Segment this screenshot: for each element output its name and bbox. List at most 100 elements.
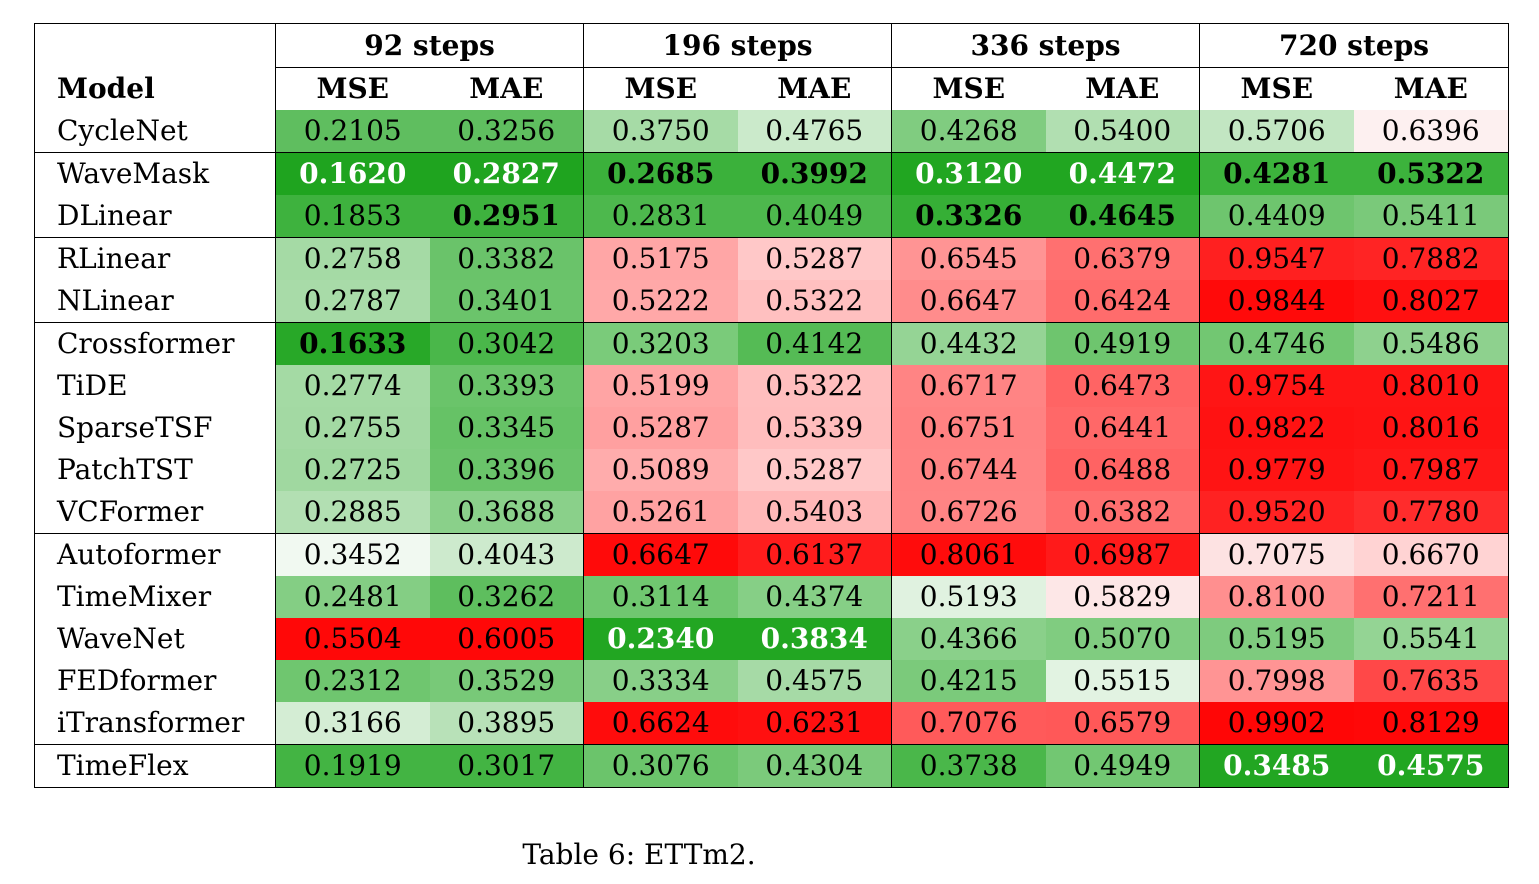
- mse-value-cell: 0.5195: [1199, 618, 1354, 660]
- mae-value-cell: 0.6579: [1045, 702, 1201, 745]
- group-header-92: 92 steps: [275, 23, 585, 68]
- mae-value-cell: 0.5287: [737, 237, 893, 280]
- group-header-196: 196 steps: [583, 23, 893, 68]
- mae-value-cell: 0.5322: [737, 280, 893, 323]
- mse-value-cell: 0.5222: [583, 280, 738, 323]
- mae-value-cell: 0.3688: [429, 491, 585, 534]
- model-name-cell: Crossformer: [34, 322, 276, 365]
- mse-value-cell: 0.9822: [1199, 407, 1354, 449]
- mae-value-cell: 0.4472: [1045, 152, 1201, 195]
- mae-value-cell: 0.3017: [429, 744, 585, 788]
- mse-value-cell: 0.2725: [275, 449, 430, 491]
- table-row: iTransformer 0.3166 0.3895 0.6624 0.6231 0.70…: [34, 702, 1510, 745]
- table-row: CycleNet 0.2105 0.3256 0.3750 0.4765 0.4268 0.…: [34, 110, 1510, 153]
- mse-value-cell: 0.9520: [1199, 491, 1354, 534]
- table-row: Crossformer 0.1633 0.3042 0.3203 0.4142 0.443…: [34, 322, 1510, 365]
- metric-header-mae: MAE: [737, 67, 893, 110]
- metric-header-mse: MSE: [932, 72, 1006, 105]
- mae-value-cell: 0.4949: [1045, 744, 1201, 788]
- mae-value-cell: 0.3393: [429, 365, 585, 407]
- mae-value-cell: 0.5411: [1353, 195, 1510, 238]
- table-row: TiDE 0.2774 0.3393 0.5199 0.5322 0.6717 0.6473…: [34, 365, 1510, 407]
- model-name-cell: VCFormer: [34, 491, 276, 534]
- mae-value-cell: 0.4049: [737, 195, 893, 238]
- mae-value-cell: 0.6424: [1045, 280, 1201, 323]
- table-row: TimeMixer 0.2481 0.3262 0.3114 0.4374 0.5193 0…: [34, 576, 1510, 618]
- group-header-row: 92 steps 196 steps 336 steps 720 steps: [34, 23, 1510, 68]
- mse-value-cell: 0.2758: [275, 237, 430, 280]
- table-row: WaveNet 0.5504 0.6005 0.2340 0.3834 0.4366 0.5…: [34, 618, 1510, 660]
- mse-value-cell: 0.6545: [891, 237, 1046, 280]
- mae-value-cell: 0.5070: [1045, 618, 1201, 660]
- mae-value-cell: 0.8016: [1353, 407, 1510, 449]
- mae-value-cell: 0.5403: [737, 491, 893, 534]
- mse-value-cell: 0.9902: [1199, 702, 1354, 745]
- table-row: VCFormer 0.2885 0.3688 0.5261 0.5403 0.6726 0.…: [34, 491, 1510, 534]
- mae-value-cell: 0.3529: [429, 660, 585, 702]
- mse-value-cell: 0.3738: [891, 744, 1046, 788]
- mse-value-cell: 0.3750: [583, 110, 738, 153]
- table-row: FEDformer 0.2312 0.3529 0.3334 0.4575 0.4215 0…: [34, 660, 1510, 702]
- model-name-cell: NLinear: [34, 280, 276, 323]
- mae-value-cell: 0.5541: [1353, 618, 1510, 660]
- group-header-720: 720 steps: [1199, 23, 1510, 68]
- model-name-cell: TimeFlex: [34, 744, 276, 788]
- mae-value-cell: 0.5486: [1353, 322, 1510, 365]
- mse-value-cell: 0.1620: [275, 152, 430, 195]
- mse-value-cell: 0.9779: [1199, 449, 1354, 491]
- mae-value-cell: 0.3042: [429, 322, 585, 365]
- metric-header-mae: MAE: [1353, 67, 1510, 110]
- mse-value-cell: 0.2787: [275, 280, 430, 323]
- mse-value-cell: 0.5199: [583, 365, 738, 407]
- model-name-cell: WaveNet: [34, 618, 276, 660]
- table-row: PatchTST 0.2725 0.3396 0.5089 0.5287 0.6744 0.…: [34, 449, 1510, 491]
- mae-value-cell: 0.5287: [737, 449, 893, 491]
- mae-value-cell: 0.3382: [429, 237, 585, 280]
- mae-value-cell: 0.3895: [429, 702, 585, 745]
- mse-value-cell: 0.8061: [891, 533, 1046, 576]
- mse-value-cell: 0.7076: [891, 702, 1046, 745]
- mae-value-cell: 0.2951: [429, 195, 585, 238]
- table-body: CycleNet 0.2105 0.3256 0.3750 0.4765 0.4268 0.…: [34, 110, 1510, 788]
- mae-value-cell: 0.5400: [1045, 110, 1201, 153]
- mae-value-cell: 0.6005: [429, 618, 585, 660]
- mse-value-cell: 0.5089: [583, 449, 738, 491]
- model-name-cell: FEDformer: [34, 660, 276, 702]
- mae-value-cell: 0.5322: [1353, 152, 1510, 195]
- mse-value-cell: 0.6647: [583, 533, 738, 576]
- mae-value-cell: 0.6396: [1353, 110, 1510, 153]
- model-name-cell: CycleNet: [34, 110, 276, 153]
- model-name-cell: SparseTSF: [34, 407, 276, 449]
- mse-value-cell: 0.5193: [891, 576, 1046, 618]
- mae-value-cell: 0.4575: [1353, 744, 1510, 788]
- mae-value-cell: 0.3401: [429, 280, 585, 323]
- mae-value-cell: 0.6441: [1045, 407, 1201, 449]
- mse-value-cell: 0.7998: [1199, 660, 1354, 702]
- mse-value-cell: 0.2755: [275, 407, 430, 449]
- mse-value-cell: 0.3485: [1199, 744, 1354, 788]
- results-table: 92 steps 196 steps 336 steps 720 steps M…: [34, 23, 1510, 788]
- mse-value-cell: 0.2885: [275, 491, 430, 534]
- mae-value-cell: 0.4374: [737, 576, 893, 618]
- mae-value-cell: 0.4919: [1045, 322, 1201, 365]
- mae-value-cell: 0.4142: [737, 322, 893, 365]
- mae-value-cell: 0.3396: [429, 449, 585, 491]
- table-row: TimeFlex 0.1919 0.3017 0.3076 0.4304 0.3738 0.…: [34, 744, 1510, 788]
- mse-value-cell: 0.2774: [275, 365, 430, 407]
- mse-value-cell: 0.9754: [1199, 365, 1354, 407]
- mse-value-cell: 0.9844: [1199, 280, 1354, 323]
- mse-value-cell: 0.5175: [583, 237, 738, 280]
- mse-value-cell: 0.4746: [1199, 322, 1354, 365]
- mae-value-cell: 0.8129: [1353, 702, 1510, 745]
- mse-value-cell: 0.6624: [583, 702, 738, 745]
- mae-value-cell: 0.4645: [1045, 195, 1201, 238]
- mae-value-cell: 0.4043: [429, 533, 585, 576]
- mse-value-cell: 0.6717: [891, 365, 1046, 407]
- mae-value-cell: 0.3262: [429, 576, 585, 618]
- table-row: Autoformer 0.3452 0.4043 0.6647 0.6137 0.8061…: [34, 533, 1510, 576]
- mse-value-cell: 0.6751: [891, 407, 1046, 449]
- mae-value-cell: 0.7780: [1353, 491, 1510, 534]
- mae-value-cell: 0.5322: [737, 365, 893, 407]
- mae-value-cell: 0.5515: [1045, 660, 1201, 702]
- mse-value-cell: 0.3114: [583, 576, 738, 618]
